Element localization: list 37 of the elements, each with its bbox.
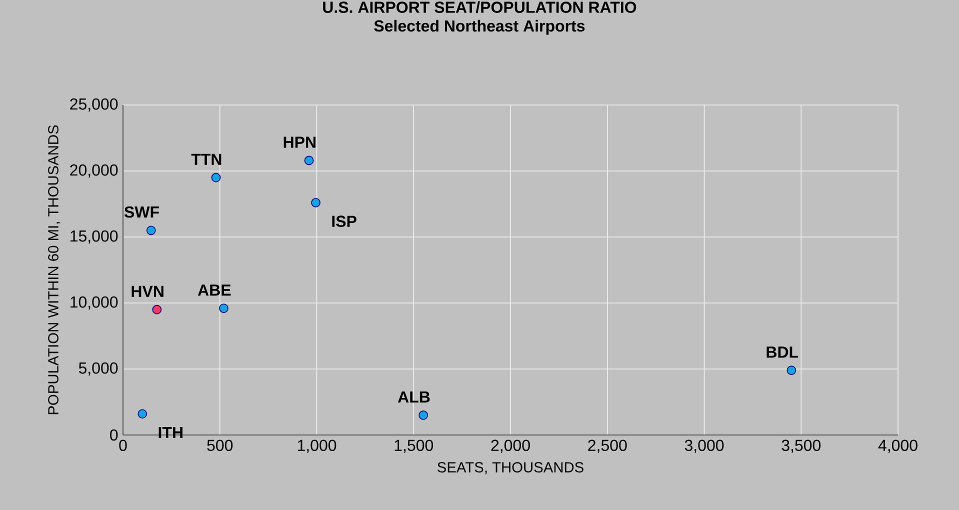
x-tick-label: 3,500 [782,440,821,453]
point [152,304,162,314]
annotation: ALB [398,391,430,402]
point [138,409,148,419]
chart-title: U.S. AIRPORT SEAT/POPULATION RATIO [323,1,636,14]
annotation: SWF [124,206,159,218]
y-tick-label: 0 [110,429,118,441]
point [219,304,228,313]
annotation: BDL [766,346,798,358]
x-tick-label: 500 [207,440,233,452]
y-tick-label: 20,000 [70,164,118,178]
x-axis-title: SEATS, THOUSANDS [438,462,584,474]
point [418,410,428,420]
y-tick-label: 10,000 [70,296,118,310]
annotation: ISP [332,216,356,227]
point [304,156,314,166]
annotation: HPN [284,136,316,148]
x-tick-label: 4,000 [878,440,918,453]
point [786,366,796,375]
annotation: TTN [191,154,222,165]
y-tick-label: 5,000 [78,362,118,376]
annotation: ABE [198,284,231,296]
y-tick-label: 25,000 [70,98,118,112]
x-tick-label: 2,500 [588,440,627,453]
point [146,226,156,236]
x-tick-label: 2,000 [491,440,530,453]
x-tick-label: 0 [119,440,127,452]
annotation: HVN [132,286,164,297]
point [211,172,221,182]
annotation: ITH [158,427,182,438]
x-tick-label: 1,000 [298,440,336,453]
x-tick-label: 1,500 [394,440,434,453]
y-tick-label: 15,000 [70,230,118,244]
chart-subtitle: Selected Northeast Airports [374,20,585,35]
x-tick-label: 3,000 [684,440,724,453]
point [311,198,320,208]
y-axis-title: POPULATION WITHIN 60 MI, THOUSANDS [48,125,60,414]
